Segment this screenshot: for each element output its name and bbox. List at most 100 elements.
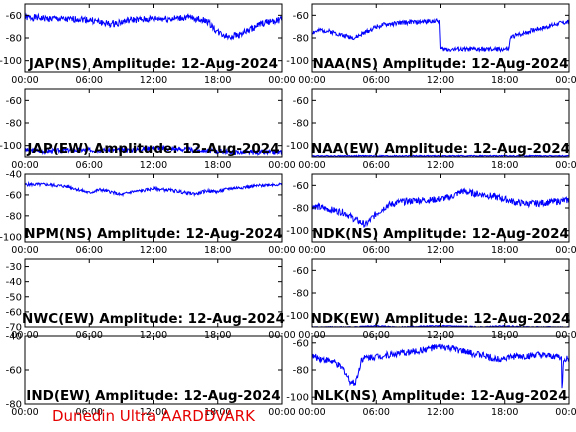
x-tick-label: 12:00 <box>140 75 167 86</box>
y-tick-label: -100 <box>0 56 22 67</box>
y-tick-label: -60 <box>6 96 22 107</box>
chart-title: NAA(EW) Amplitude: 12-Aug-2024 <box>311 141 570 157</box>
x-tick-label: 06:00 <box>76 75 103 86</box>
y-tick-label: -60 <box>6 366 22 377</box>
chart-title: NDK(EW) Amplitude: 12-Aug-2024 <box>311 311 571 327</box>
x-tick-label: 12:00 <box>427 245 454 256</box>
x-tick-label: 18:00 <box>204 160 231 171</box>
chart-title: NLK(NS) Amplitude: 12-Aug-2024 <box>313 388 567 404</box>
y-tick-label: -100 <box>286 141 309 152</box>
series-line <box>24 180 283 198</box>
x-tick-label: 00:00 <box>298 160 325 171</box>
x-tick-label: 00:00 <box>268 75 295 86</box>
x-tick-label: 18:00 <box>491 160 518 171</box>
y-tick-label: -60 <box>293 96 309 107</box>
chart-title: JAP(NS) Amplitude: 12-Aug-2024 <box>28 56 278 72</box>
y-tick-label: -40 <box>6 170 22 181</box>
chart-title: NAA(NS) Amplitude: 12-Aug-2024 <box>313 56 569 72</box>
x-tick-label: 12:00 <box>427 75 454 86</box>
y-tick-label: -30 <box>6 262 22 273</box>
chart-title: IND(EW) Amplitude: 12-Aug-2024 <box>26 388 280 404</box>
x-tick-label: 06:00 <box>363 245 390 256</box>
x-tick-label: 00:00 <box>298 75 325 86</box>
chart-panel-7: -60-80-10000:0006:0012:0018:0000:00NDK(E… <box>286 258 576 341</box>
x-tick-label: 06:00 <box>363 75 390 86</box>
x-tick-label: 12:00 <box>140 245 167 256</box>
y-tick-label: -80 <box>293 204 309 215</box>
series-line <box>311 18 570 53</box>
chart-title: NDK(NS) Amplitude: 12-Aug-2024 <box>312 226 569 242</box>
y-tick-label: -60 <box>6 307 22 318</box>
x-tick-label: 00:00 <box>555 407 576 418</box>
chart-panel-3: -60 -80 -100 00:00 06:00 12:00 18:00 00:00 NAA(E… <box>286 88 576 171</box>
chart-panel-5: -60 -80 -100 00:00 06:00 12:00 18:00 00:00 NDK(N… <box>286 173 576 256</box>
y-tick-label: -60 <box>6 190 22 201</box>
chart-panel-9: -60 -80 -100 00:00 06:00 12:00 18:00 00:00 NLK(N… <box>286 335 576 418</box>
y-tick-label: -100 <box>0 232 22 243</box>
y-tick-label: -60 <box>6 11 22 22</box>
x-tick-label: 18:00 <box>491 75 518 86</box>
y-tick-label: -40 <box>6 332 22 343</box>
chart-title: NPM(NS) Amplitude: 12-Aug-2024 <box>24 226 282 242</box>
y-tick-label: -80 <box>293 366 309 377</box>
x-tick-label: 00:00 <box>268 407 295 418</box>
series-line <box>311 343 570 389</box>
y-tick-label: -80 <box>6 211 22 222</box>
y-tick-label: -80 <box>293 119 309 130</box>
y-tick-label: -80 <box>293 289 309 300</box>
x-tick-label: 18:00 <box>491 407 518 418</box>
x-tick-label: 00:00 <box>268 160 295 171</box>
y-tick-label: -60 <box>293 266 309 277</box>
chart-panel-1: -60 -80 -100 00:00 06:00 12:00 18:00 00:00 NAA(N… <box>286 3 576 86</box>
x-tick-label: 00:00 <box>298 407 325 418</box>
series-line <box>24 144 283 157</box>
chart-title: JAP(EW) Amplitude: 12-Aug-2024 <box>26 141 279 157</box>
chart-panel-4: -40 -60 -80 -100 00:00 06:00 12:00 18:00 00:00 NP… <box>0 170 296 257</box>
x-tick-label: 00:00 <box>555 75 576 86</box>
x-tick-label: 06:00 <box>363 407 390 418</box>
x-tick-label: 12:00 <box>427 160 454 171</box>
x-tick-label: 12:00 <box>427 407 454 418</box>
x-tick-label: 00:00 <box>298 245 325 256</box>
x-tick-label: 00:00 <box>11 160 38 171</box>
y-tick-label: -100 <box>0 141 22 152</box>
y-tick-label: -100 <box>286 56 309 67</box>
x-tick-label: 18:00 <box>204 245 231 256</box>
x-tick-label: 06:00 <box>76 160 103 171</box>
y-tick-label: -60 <box>293 11 309 22</box>
x-tick-label: 06:00 <box>76 245 103 256</box>
footer-label: Dunedin Ultra AARDDVARK <box>52 407 255 425</box>
chart-panel-2: -60 -80 -100 00:00 06:00 12:00 18:00 00:00 JAP(E… <box>0 88 296 171</box>
y-tick-label: -40 <box>6 277 22 288</box>
y-tick-label: -100 <box>286 393 309 404</box>
x-tick-label: 00:00 <box>555 160 576 171</box>
x-tick-label: 00:00 <box>11 245 38 256</box>
chart-panel-6: -30-40-50-60-7000:0006:0012:0018:0000:00… <box>6 258 296 341</box>
y-tick-label: -80 <box>6 400 22 411</box>
y-tick-label: -80 <box>293 34 309 45</box>
y-tick-label: -80 <box>6 34 22 45</box>
series-line <box>24 12 283 41</box>
x-tick-label: 06:00 <box>76 407 103 418</box>
x-tick-label: 12:00 <box>140 160 167 171</box>
x-tick-label: 18:00 <box>491 245 518 256</box>
x-tick-label: 00:00 <box>11 407 38 418</box>
y-tick-label: -80 <box>6 119 22 130</box>
x-tick-label: 12:00 <box>140 407 167 418</box>
y-tick-label: -100 <box>286 226 309 237</box>
y-tick-label: -100 <box>286 311 309 322</box>
x-tick-label: 00:00 <box>268 245 295 256</box>
x-tick-label: 06:00 <box>363 160 390 171</box>
x-tick-label: 18:00 <box>204 407 231 418</box>
y-tick-label: -60 <box>293 181 309 192</box>
y-tick-label: -60 <box>293 338 309 349</box>
x-tick-label: 18:00 <box>204 75 231 86</box>
chart-title: NWC(EW) Amplitude: 12-Aug-2024 <box>22 311 285 327</box>
y-tick-label: -50 <box>6 292 22 303</box>
series-line <box>311 187 570 228</box>
y-tick-label: -70 <box>6 323 22 334</box>
x-tick-label: 00:00 <box>11 75 38 86</box>
x-tick-label: 00:00 <box>555 245 576 256</box>
